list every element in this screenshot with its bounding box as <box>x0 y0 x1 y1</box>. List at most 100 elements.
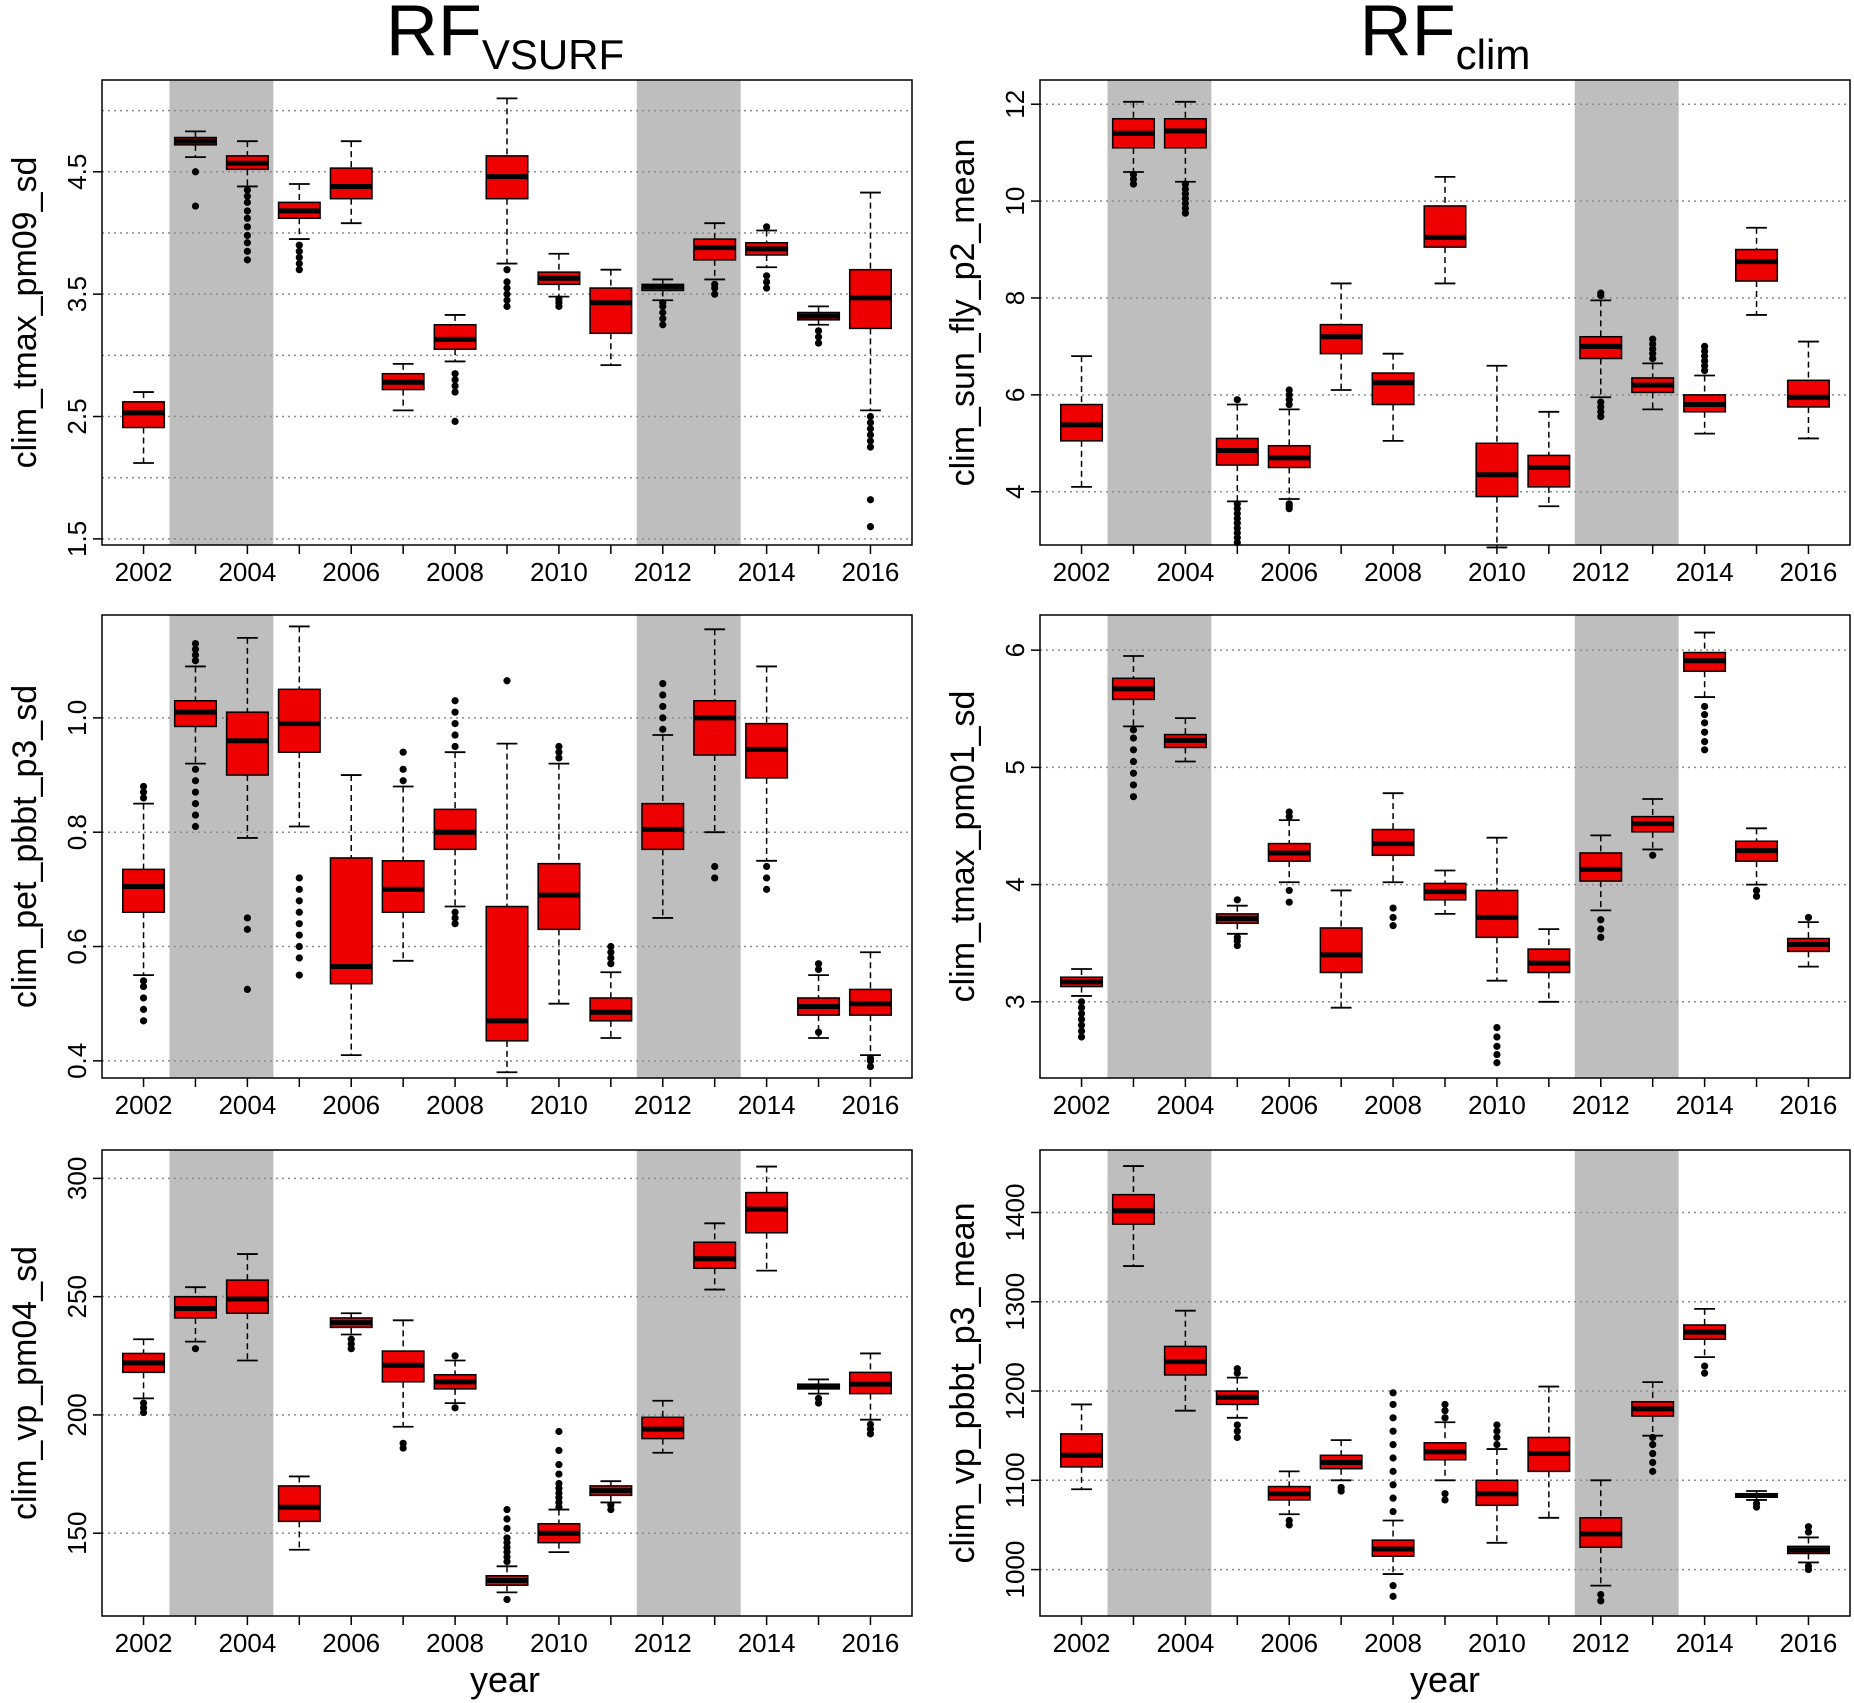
outlier-point <box>866 496 875 504</box>
outlier-point <box>1701 737 1709 746</box>
x-tick-label-2004: 2004 <box>218 1090 276 1120</box>
y-tick-label: 3 <box>1000 995 1030 1009</box>
x-tick-label-2014: 2014 <box>738 1628 796 1658</box>
column-title-right: RFclim <box>1360 0 1531 78</box>
outlier-point <box>451 920 459 928</box>
box-2005 <box>1215 1365 1259 1442</box>
outlier-point <box>139 794 148 802</box>
outlier-point <box>1597 933 1605 941</box>
outlier-point <box>607 954 615 962</box>
outlier-point <box>191 651 200 659</box>
outlier-point <box>866 412 875 421</box>
x-axis-title-left: year <box>470 1659 540 1700</box>
box-2012 <box>641 278 685 329</box>
outlier-point <box>1389 1467 1397 1475</box>
box-2004 <box>1163 717 1207 763</box>
y-tick-label: 1100 <box>1000 1452 1030 1508</box>
outlier-point <box>295 266 303 274</box>
outlier-point <box>607 960 615 968</box>
y-tick-label: 12 <box>1000 90 1030 119</box>
outlier-point <box>243 914 251 922</box>
outlier-point <box>1441 1414 1449 1422</box>
x-tick-label-2002: 2002 <box>115 557 173 587</box>
outlier-point <box>1129 757 1138 766</box>
x-tick-label-2002: 2002 <box>1053 557 1111 587</box>
box-2007 <box>1319 282 1363 391</box>
box-2006 <box>1267 386 1311 513</box>
outlier-point <box>1701 1369 1709 1377</box>
panel-clim-vp-pbbt-p3-mean: 2002 2004 2006 2008 2010 2012 2014 2016 1000 1100… <box>944 1149 1851 1658</box>
outlier-point <box>555 1461 563 1469</box>
outlier-point <box>1285 898 1293 906</box>
y-axis-title: clim_tmax_pm09_sd <box>6 157 44 469</box>
outlier-point <box>1752 1499 1761 1508</box>
y-axis-title: clim_vp_pbbt_p3_mean <box>944 1202 982 1563</box>
outlier-point <box>191 202 200 210</box>
outlier-point <box>295 259 303 268</box>
outlier-point <box>659 714 667 722</box>
y-tick-label: 3.5 <box>62 276 92 312</box>
x-tick-label-2012: 2012 <box>1572 1090 1630 1120</box>
outlier-point <box>1649 335 1657 343</box>
box-2011 <box>589 1480 633 1514</box>
y-tick-label: 1200 <box>1000 1362 1030 1420</box>
box-2005 <box>1215 896 1259 950</box>
outlier-point <box>659 308 667 317</box>
x-tick-label-2002: 2002 <box>1053 1090 1111 1120</box>
x-tick-label-2006: 2006 <box>322 1090 380 1120</box>
outlier-point <box>555 295 563 303</box>
x-tick-label-2012: 2012 <box>634 557 692 587</box>
outlier-point <box>503 266 511 274</box>
x-tick-label-2006: 2006 <box>1260 557 1318 587</box>
box-2006 <box>1267 808 1311 906</box>
outlier-point <box>191 800 200 808</box>
x-tick-label-2016: 2016 <box>1780 1628 1838 1658</box>
outlier-point <box>1649 851 1657 859</box>
outlier-point <box>1441 1490 1449 1498</box>
outlier-point <box>659 725 667 733</box>
outlier-point <box>763 284 771 292</box>
outlier-point <box>555 754 563 762</box>
box-2011 <box>1527 1385 1571 1519</box>
y-tick-label: 6 <box>1000 643 1030 657</box>
outlier-point <box>866 443 875 451</box>
outlier-point <box>1597 1597 1605 1605</box>
outlier-point <box>555 1479 563 1488</box>
iqr-box <box>1060 1433 1104 1468</box>
box-2012 <box>641 679 685 919</box>
outlier-point <box>1701 702 1709 711</box>
outlier-point <box>1804 1523 1813 1531</box>
outlier-point <box>763 272 771 280</box>
outlier-point <box>1233 1421 1241 1429</box>
outlier-point <box>607 942 615 951</box>
outlier-point <box>1804 1562 1813 1570</box>
box-2014 <box>745 1165 789 1272</box>
outlier-point <box>1493 1033 1501 1041</box>
outlier-point <box>1804 1528 1813 1536</box>
outlier-point <box>1701 746 1709 754</box>
shaded-period <box>1107 80 1212 545</box>
box-2002 <box>1060 968 1104 1041</box>
outlier-point <box>1337 1483 1345 1492</box>
y-tick-label: 8 <box>1000 291 1030 305</box>
outlier-point <box>451 908 459 916</box>
box-2004 <box>1163 100 1207 217</box>
x-tick-label-2008: 2008 <box>426 1628 484 1658</box>
outlier-point <box>1077 1004 1086 1012</box>
outlier-point <box>763 874 771 882</box>
outlier-point <box>503 677 511 685</box>
box-2008 <box>433 697 477 928</box>
outlier-point <box>1389 1582 1397 1590</box>
shaded-period <box>636 80 741 545</box>
box-2003 <box>173 639 217 831</box>
x-tick-label-2004: 2004 <box>218 1628 276 1658</box>
box-2008 <box>1371 352 1415 442</box>
iqr-box <box>277 1485 321 1523</box>
box-2007 <box>1319 889 1363 1009</box>
box-2012 <box>1579 834 1623 941</box>
y-tick-label: 300 <box>62 1157 92 1200</box>
outlier-point <box>1285 500 1293 508</box>
box-2016 <box>848 191 892 531</box>
outlier-point <box>1077 1027 1086 1035</box>
outlier-point <box>1233 1427 1241 1435</box>
